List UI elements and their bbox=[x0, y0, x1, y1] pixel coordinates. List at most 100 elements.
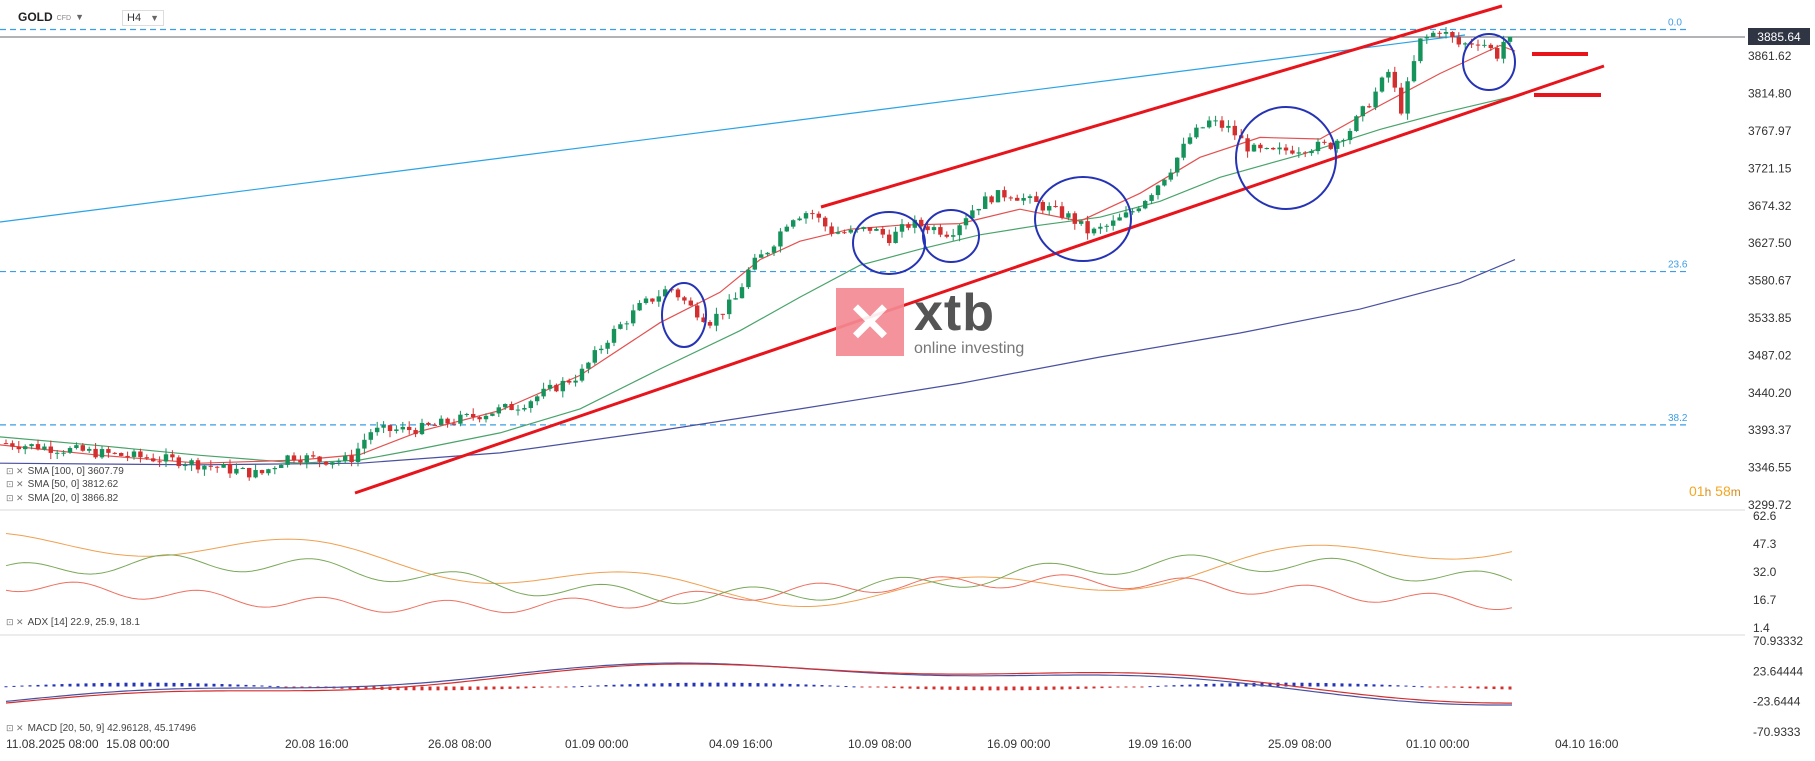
di-plus-line bbox=[5, 554, 1513, 605]
timeframe-selector[interactable]: H4 ▼ bbox=[122, 10, 164, 26]
legend-controls-icon[interactable]: ⊡ ✕ bbox=[6, 493, 24, 503]
legend-macd[interactable]: ⊡ ✕ MACD [20, 50, 9] 42.96128, 45.17496 bbox=[6, 723, 196, 734]
legend-sma-100[interactable]: ⊡ ✕ SMA [100, 0] 3607.79 bbox=[6, 466, 124, 477]
macd-histogram-bar bbox=[140, 682, 144, 687]
candle-body bbox=[29, 444, 34, 447]
legend-controls-icon[interactable]: ⊡ ✕ bbox=[6, 723, 24, 733]
legend-adx-label: ADX [14] 22.9, 25.9, 18.1 bbox=[27, 617, 140, 628]
macd-histogram-bar bbox=[1348, 683, 1352, 687]
circle-zone-3[interactable] bbox=[922, 209, 980, 263]
candle-body bbox=[682, 297, 687, 301]
macd-histogram-bar bbox=[164, 682, 168, 687]
candle-body bbox=[1309, 151, 1314, 154]
candle-body bbox=[650, 298, 655, 302]
price-tick-label: 3299.72 bbox=[1748, 498, 1792, 512]
macd-histogram-bar bbox=[564, 686, 568, 688]
circle-zone-4[interactable] bbox=[1034, 176, 1132, 262]
macd-histogram-bar bbox=[548, 686, 552, 688]
candle-body bbox=[727, 299, 732, 315]
candle-body bbox=[624, 323, 629, 325]
candle-body bbox=[170, 454, 175, 458]
candle-body bbox=[311, 455, 316, 457]
candle-body bbox=[144, 457, 149, 459]
candle-body bbox=[522, 407, 527, 410]
macd-histogram-bar bbox=[1004, 686, 1008, 691]
candle-body bbox=[221, 464, 226, 468]
price-tick-label: 3627.50 bbox=[1748, 236, 1792, 250]
candle-body bbox=[1328, 142, 1333, 149]
candle-body bbox=[215, 466, 220, 468]
candle-body bbox=[535, 396, 540, 402]
blue-trendline[interactable] bbox=[0, 34, 1466, 223]
candle-body bbox=[23, 446, 28, 450]
time-tick-label: 25.09 08:00 bbox=[1268, 737, 1332, 751]
legend-controls-icon[interactable]: ⊡ ✕ bbox=[6, 617, 24, 627]
legend-sma-50[interactable]: ⊡ ✕ SMA [50, 0] 3812.62 bbox=[6, 479, 118, 490]
candle-body bbox=[298, 460, 303, 463]
candle-body bbox=[1437, 32, 1442, 34]
macd-histogram-bar bbox=[1364, 684, 1368, 687]
time-tick-label: 01.10 00:00 bbox=[1406, 737, 1470, 751]
channel-lower-line[interactable] bbox=[354, 64, 1605, 495]
macd-histogram-bar bbox=[868, 686, 872, 688]
legend-sma-20[interactable]: ⊡ ✕ SMA [20, 0] 3866.82 bbox=[6, 493, 118, 504]
macd-histogram-bar bbox=[756, 683, 760, 687]
candle-body bbox=[1162, 179, 1167, 186]
candle-body bbox=[1200, 127, 1205, 129]
legend-controls-icon[interactable]: ⊡ ✕ bbox=[6, 479, 24, 489]
candle-body bbox=[707, 322, 713, 326]
logo-text: xtb bbox=[914, 284, 995, 342]
candle-body bbox=[887, 234, 892, 244]
macd-tick-label: -23.6444 bbox=[1753, 695, 1801, 709]
macd-histogram-bar bbox=[172, 682, 176, 687]
macd-histogram-bar bbox=[1420, 686, 1424, 688]
macd-histogram-bar bbox=[500, 686, 504, 690]
channel-upper-line[interactable] bbox=[820, 4, 1503, 209]
moving-averages bbox=[0, 44, 1516, 466]
candle-body bbox=[976, 208, 981, 211]
candle-body bbox=[899, 224, 905, 232]
macd-histogram-bar bbox=[1036, 686, 1040, 691]
fib-level-label: 38.2 bbox=[1668, 413, 1688, 424]
macd-histogram-bar bbox=[308, 686, 312, 688]
circle-zone-6[interactable] bbox=[1462, 33, 1516, 91]
candle-body bbox=[189, 460, 194, 465]
candle-body bbox=[445, 418, 450, 424]
macd-histogram-bar bbox=[668, 683, 672, 687]
macd-histogram-bar bbox=[820, 685, 824, 687]
legend-macd-label: MACD [20, 50, 9] 42.96128, 45.17496 bbox=[27, 723, 197, 734]
candle-body bbox=[355, 448, 361, 462]
candle-body bbox=[1085, 221, 1090, 234]
candle-body bbox=[10, 443, 15, 447]
candle-body bbox=[471, 413, 476, 418]
candle-body bbox=[1091, 228, 1097, 234]
macd-histogram-bar bbox=[580, 686, 584, 688]
macd-histogram-bar bbox=[1188, 684, 1192, 687]
circle-zone-1[interactable] bbox=[661, 282, 707, 348]
annotations[interactable] bbox=[354, 4, 1605, 495]
macd-histogram-bar bbox=[124, 682, 128, 687]
macd-tick-label: 70.93332 bbox=[1753, 634, 1803, 648]
chevron-down-icon: ▼ bbox=[150, 13, 159, 23]
candle-body bbox=[1226, 125, 1231, 128]
macd-histogram-bar bbox=[444, 686, 448, 691]
adx-tick-label: 47.3 bbox=[1753, 537, 1777, 551]
candle-body bbox=[1175, 157, 1180, 173]
candle-body bbox=[99, 449, 105, 458]
macd-histogram-bar bbox=[988, 686, 992, 691]
candle-body bbox=[925, 226, 930, 231]
circle-zone-5[interactable] bbox=[1235, 106, 1337, 210]
macd-histogram-bar bbox=[1076, 686, 1080, 690]
macd-histogram-bar bbox=[1068, 686, 1072, 690]
macd-histogram-bar bbox=[1508, 686, 1512, 690]
symbol-selector[interactable]: GOLD CFD ▼ bbox=[18, 10, 84, 24]
candle-body bbox=[1213, 120, 1218, 122]
logo-mark: ✕ bbox=[836, 288, 904, 356]
legend-adx[interactable]: ⊡ ✕ ADX [14] 22.9, 25.9, 18.1 bbox=[6, 617, 140, 628]
macd-histogram-bar bbox=[1444, 686, 1448, 688]
legend-controls-icon[interactable]: ⊡ ✕ bbox=[6, 466, 24, 476]
candle-body bbox=[631, 310, 636, 324]
time-tick-label: 16.09 00:00 bbox=[987, 737, 1051, 751]
candle-body bbox=[426, 422, 431, 425]
